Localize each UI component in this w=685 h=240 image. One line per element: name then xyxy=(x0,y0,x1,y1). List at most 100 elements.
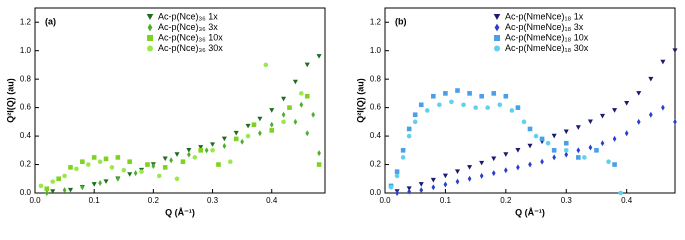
point xyxy=(515,148,521,153)
point xyxy=(545,140,551,146)
point xyxy=(563,129,569,135)
point xyxy=(304,62,310,68)
point xyxy=(394,173,400,179)
point xyxy=(121,167,127,173)
x-tick-label: 0.2 xyxy=(148,196,160,205)
point xyxy=(287,105,292,110)
point xyxy=(624,101,630,106)
point xyxy=(527,126,533,132)
point xyxy=(551,133,557,139)
point xyxy=(599,113,606,119)
point xyxy=(473,105,478,110)
point xyxy=(97,159,103,164)
point xyxy=(491,170,496,177)
point xyxy=(228,159,233,164)
point xyxy=(269,121,274,128)
point xyxy=(174,176,180,182)
point xyxy=(221,136,227,142)
point xyxy=(418,182,424,187)
x-tick-label: 0.1 xyxy=(89,196,101,205)
point xyxy=(648,76,654,82)
point xyxy=(85,162,91,167)
point xyxy=(430,177,436,183)
point xyxy=(281,119,286,125)
point xyxy=(509,108,515,113)
point xyxy=(44,190,49,196)
point xyxy=(648,111,653,118)
point xyxy=(245,133,251,139)
point xyxy=(479,93,484,99)
legend-label: Ac-p(Nce)₃₆ 10x xyxy=(158,32,223,42)
point xyxy=(62,173,67,179)
point xyxy=(394,169,400,174)
point xyxy=(91,182,97,187)
plot-frame xyxy=(384,7,676,194)
x-tick-label: 0.3 xyxy=(561,196,573,205)
point xyxy=(606,159,611,164)
point xyxy=(187,151,191,158)
y-axis-label: Q²I(Q) (au) xyxy=(355,78,365,123)
point xyxy=(56,176,61,182)
y-axis-label: Q²I(Q) (au) xyxy=(5,78,15,123)
point xyxy=(400,155,406,160)
plot-frame xyxy=(34,7,326,194)
point xyxy=(245,123,251,129)
point xyxy=(552,154,557,161)
point xyxy=(222,143,227,150)
point xyxy=(539,136,545,142)
point xyxy=(299,101,304,108)
point xyxy=(618,190,623,196)
legend-label: Ac-p(Nce)₃₆ 1x xyxy=(158,11,218,21)
x-tick-label: 0.0 xyxy=(379,196,391,205)
point xyxy=(455,88,460,93)
point xyxy=(186,148,192,153)
x-axis-label: Q (Å⁻¹) xyxy=(515,207,545,217)
legend-marker xyxy=(147,35,153,41)
point xyxy=(467,175,472,182)
point xyxy=(587,119,593,125)
point xyxy=(210,148,215,153)
point xyxy=(406,126,412,132)
legend-marker xyxy=(494,45,500,52)
legend-label: Ac-p(NmeNce)₁₈ 30x xyxy=(505,43,589,53)
point xyxy=(491,91,497,96)
point xyxy=(431,93,436,99)
point xyxy=(551,148,557,153)
point xyxy=(516,164,520,171)
point xyxy=(162,165,168,170)
y-tick-label: 0.8 xyxy=(370,74,382,83)
point xyxy=(293,118,298,125)
point xyxy=(485,105,491,110)
point xyxy=(257,116,263,122)
point xyxy=(527,143,533,149)
point xyxy=(67,187,74,193)
point xyxy=(636,118,641,125)
point xyxy=(127,159,132,164)
y-tick-label: 1.0 xyxy=(20,46,32,55)
point xyxy=(395,190,399,196)
point xyxy=(497,102,503,108)
y-tick-label: 0.0 xyxy=(20,188,32,197)
point xyxy=(133,170,138,177)
point xyxy=(503,167,508,174)
point xyxy=(91,155,97,160)
point xyxy=(204,147,209,154)
legend-label: Ac-p(NmeNce)₁₈ 10x xyxy=(505,32,589,42)
point xyxy=(540,158,544,165)
point xyxy=(491,156,497,162)
y-tick-label: 1.2 xyxy=(370,17,382,26)
legend-label: Ac-p(Nce)₃₆ 3x xyxy=(158,22,218,32)
point xyxy=(612,108,618,113)
point xyxy=(467,91,472,96)
y-tick-label: 0.4 xyxy=(20,131,32,140)
point xyxy=(139,169,144,174)
point xyxy=(127,172,133,177)
point xyxy=(240,138,244,145)
point xyxy=(563,148,569,153)
point xyxy=(180,159,186,164)
panel-label: (b) xyxy=(395,16,407,26)
legend-marker xyxy=(147,45,153,52)
point xyxy=(582,155,587,160)
figure: 0.0 0.1 0.2 0.3 0.4 0.0 0.2 0.4 0.6 0.8 1.0 1.2 Q (Å… xyxy=(5,7,678,217)
point xyxy=(575,125,581,130)
